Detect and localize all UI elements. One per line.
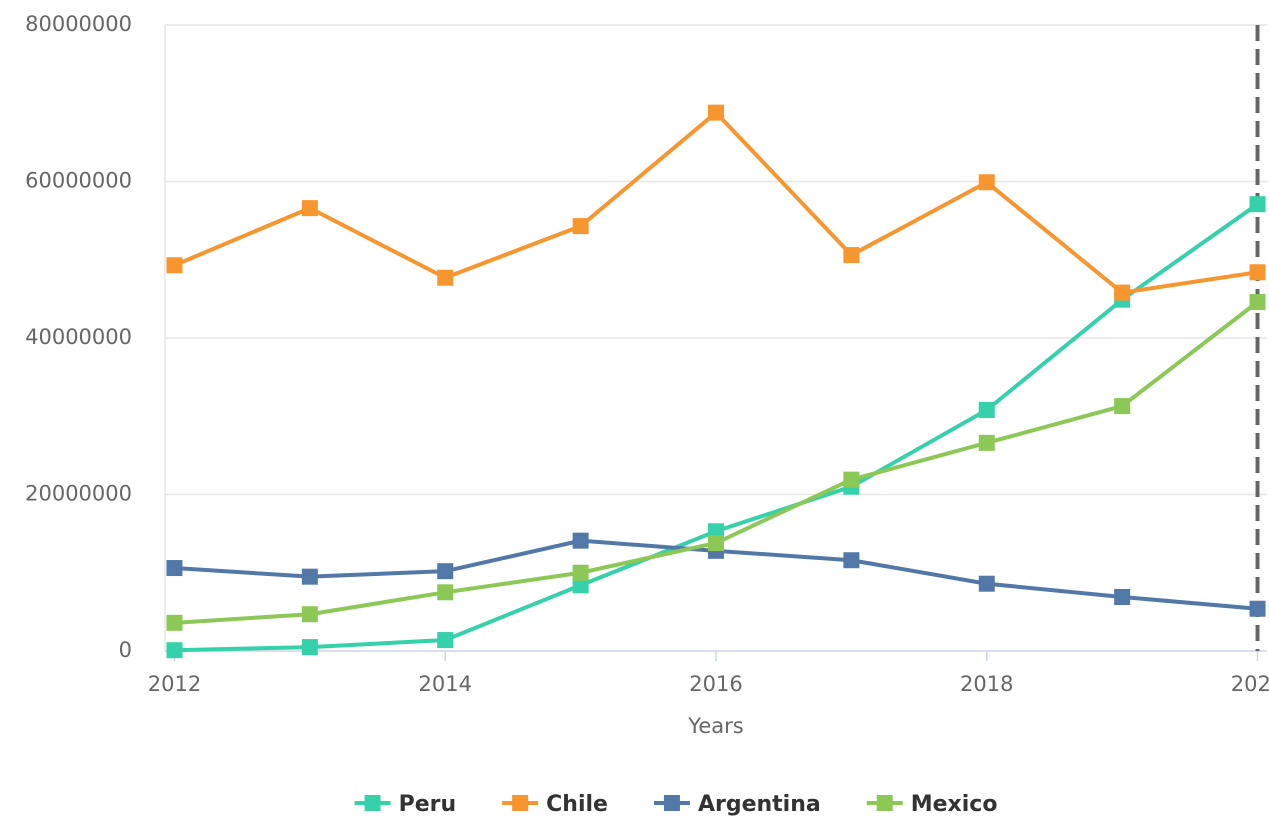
legend-label: Mexico bbox=[911, 792, 998, 817]
x-tick-label: 2014 bbox=[419, 672, 472, 696]
point-marker bbox=[166, 642, 183, 659]
point-marker bbox=[437, 632, 454, 649]
point-marker bbox=[1114, 589, 1131, 606]
y-tick-label: 80000000 bbox=[25, 12, 132, 36]
x-tick-label: 2016 bbox=[689, 672, 742, 696]
point-marker bbox=[572, 532, 589, 549]
y-tick-label: 0 bbox=[119, 638, 132, 662]
point-marker bbox=[166, 560, 183, 577]
point-marker bbox=[437, 584, 454, 601]
point-marker bbox=[301, 639, 318, 656]
point-marker bbox=[572, 218, 589, 235]
legend-item: Argentina bbox=[653, 792, 821, 817]
point-marker bbox=[843, 552, 860, 569]
x-tick-label: 2018 bbox=[960, 672, 1013, 696]
point-marker bbox=[1249, 264, 1266, 281]
point-marker bbox=[437, 563, 454, 580]
point-marker bbox=[301, 568, 318, 585]
point-marker bbox=[708, 535, 724, 552]
x-tick-label: 2020 bbox=[1231, 672, 1269, 696]
legend-label: Chile bbox=[546, 792, 608, 817]
point-marker bbox=[301, 606, 318, 623]
y-tick-label: 60000000 bbox=[25, 169, 132, 193]
legend-label: Argentina bbox=[698, 792, 821, 817]
point-marker bbox=[978, 401, 995, 418]
legend-marker bbox=[876, 795, 893, 811]
point-marker bbox=[301, 200, 318, 217]
point-marker bbox=[437, 269, 454, 286]
legend-marker bbox=[364, 795, 381, 811]
legend-item: Mexico bbox=[866, 792, 998, 817]
point-marker bbox=[572, 577, 589, 594]
point-marker bbox=[166, 257, 183, 274]
point-marker bbox=[166, 614, 183, 631]
point-marker bbox=[843, 247, 860, 264]
legend-item: Peru bbox=[354, 792, 457, 817]
point-marker bbox=[978, 174, 995, 191]
point-marker bbox=[1114, 284, 1131, 301]
point-marker bbox=[1114, 398, 1131, 415]
x-tick-label: 2012 bbox=[148, 672, 201, 696]
legend-item: Chile bbox=[502, 792, 608, 817]
y-tick-label: 40000000 bbox=[25, 325, 132, 349]
series-line bbox=[173, 109, 1258, 295]
point-marker bbox=[1249, 600, 1266, 617]
point-marker bbox=[978, 434, 995, 451]
legend-marker bbox=[512, 795, 529, 811]
point-marker bbox=[1249, 196, 1266, 213]
legend: Peru Chile Argentina Mexico bbox=[354, 792, 998, 817]
point-marker bbox=[843, 471, 860, 488]
point-marker bbox=[572, 564, 589, 581]
point-marker bbox=[978, 575, 995, 592]
point-marker bbox=[1249, 294, 1266, 311]
point-marker bbox=[708, 104, 724, 121]
legend-marker bbox=[663, 795, 680, 811]
x-axis-title: Years bbox=[687, 714, 743, 738]
legend-label: Peru bbox=[399, 792, 457, 817]
y-tick-label: 20000000 bbox=[25, 482, 132, 506]
